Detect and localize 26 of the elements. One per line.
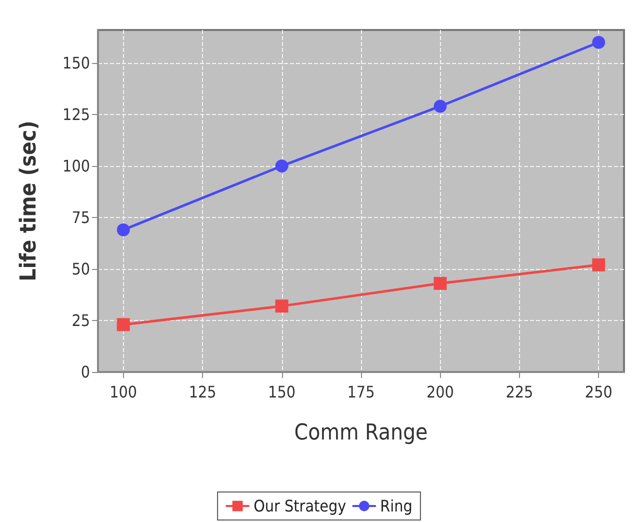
x-tick-label: 150	[268, 382, 296, 402]
y-tick-label: 100	[62, 156, 90, 176]
x-axis-title: Comm Range	[294, 420, 428, 446]
point	[275, 300, 288, 313]
legend-label: Ring	[380, 496, 412, 516]
x-tick-label: 200	[426, 382, 454, 402]
y-tick-label: 50	[72, 259, 90, 278]
x-tick-label: 250	[584, 382, 612, 402]
point	[434, 100, 447, 113]
y-tick-label: 150	[62, 53, 90, 72]
y-axis-title: Life time (sec)	[16, 120, 42, 282]
y-tick-label: 125	[62, 104, 90, 124]
y-tick-label: 0	[80, 362, 90, 382]
point	[434, 276, 447, 290]
x-tick-label: 125	[188, 382, 216, 402]
point	[275, 159, 288, 172]
x-tick-label: 225	[506, 382, 534, 402]
point	[592, 36, 606, 49]
y-tick-label: 75	[72, 208, 90, 227]
legend-label: Our Strategy	[254, 496, 347, 516]
x-tick-label: 100	[110, 382, 138, 402]
point	[116, 223, 130, 236]
point	[592, 258, 606, 272]
point	[116, 318, 130, 332]
x-tick-label: 175	[347, 382, 375, 402]
y-tick-label: 25	[72, 310, 90, 330]
